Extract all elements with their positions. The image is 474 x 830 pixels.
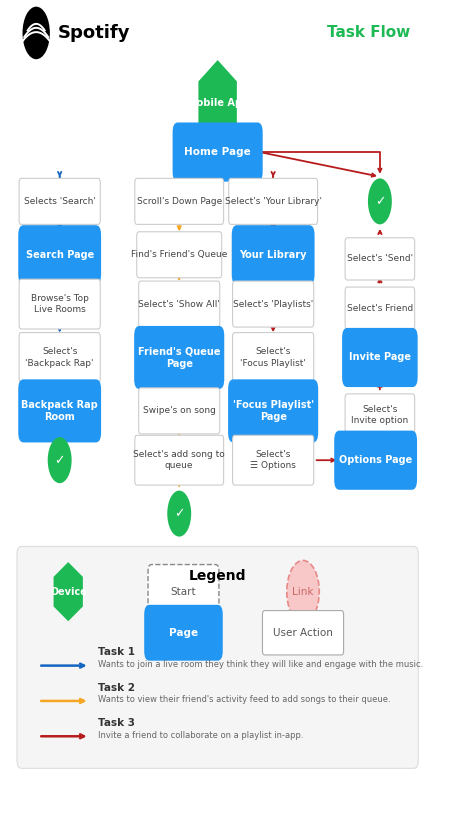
Text: Backpack Rap
Room: Backpack Rap Room [21, 400, 98, 422]
FancyBboxPatch shape [229, 178, 318, 224]
Text: Find's Friend's Queue: Find's Friend's Queue [131, 251, 228, 259]
FancyBboxPatch shape [233, 333, 314, 383]
Text: Select's 'Playlists': Select's 'Playlists' [233, 300, 313, 309]
Text: Device: Device [50, 587, 87, 597]
FancyBboxPatch shape [18, 379, 101, 442]
Circle shape [368, 178, 392, 224]
FancyBboxPatch shape [19, 279, 100, 329]
Text: Invite Page: Invite Page [349, 353, 411, 363]
Text: Select's
'Focus Playlist': Select's 'Focus Playlist' [240, 348, 306, 368]
FancyBboxPatch shape [18, 225, 101, 285]
Text: Select's 'Show All': Select's 'Show All' [138, 300, 220, 309]
FancyBboxPatch shape [334, 431, 417, 490]
Circle shape [48, 437, 72, 483]
Text: Select's 'Your Library': Select's 'Your Library' [225, 197, 322, 206]
Text: Selects 'Search': Selects 'Search' [24, 197, 96, 206]
FancyBboxPatch shape [134, 326, 224, 389]
Text: ✓: ✓ [174, 507, 184, 520]
FancyBboxPatch shape [345, 394, 415, 436]
FancyBboxPatch shape [148, 564, 219, 619]
FancyBboxPatch shape [139, 388, 220, 434]
Text: User Action: User Action [273, 627, 333, 637]
FancyBboxPatch shape [19, 333, 100, 383]
Text: 'Focus Playlist'
Page: 'Focus Playlist' Page [233, 400, 314, 422]
Text: Friend's Queue
Page: Friend's Queue Page [138, 346, 220, 369]
Text: Mobile App: Mobile App [187, 98, 249, 108]
Text: Legend: Legend [189, 569, 246, 583]
FancyBboxPatch shape [135, 435, 224, 485]
Polygon shape [199, 60, 237, 145]
Text: Wants to join a live room they think they will like and engage with the music.: Wants to join a live room they think the… [98, 660, 423, 669]
Text: Swipe's on song: Swipe's on song [143, 407, 216, 415]
FancyBboxPatch shape [233, 281, 314, 327]
Text: Task 3: Task 3 [98, 718, 135, 728]
Circle shape [287, 560, 319, 622]
Text: Select's
'Backpack Rap': Select's 'Backpack Rap' [26, 348, 94, 368]
FancyBboxPatch shape [263, 611, 344, 655]
FancyBboxPatch shape [342, 328, 418, 387]
FancyBboxPatch shape [135, 178, 224, 224]
Text: Wants to view their friend's activity feed to add songs to their queue.: Wants to view their friend's activity fe… [98, 696, 391, 704]
Text: ✓: ✓ [55, 454, 65, 466]
Text: Your Library: Your Library [239, 250, 307, 260]
FancyBboxPatch shape [345, 287, 415, 330]
Text: Task 1: Task 1 [98, 647, 135, 657]
Polygon shape [54, 562, 83, 621]
FancyBboxPatch shape [144, 605, 223, 661]
FancyBboxPatch shape [173, 123, 263, 182]
Text: Select's Friend: Select's Friend [347, 304, 413, 313]
Text: Spotify: Spotify [57, 24, 130, 42]
Text: Search Page: Search Page [26, 250, 94, 260]
Text: Link: Link [292, 587, 314, 597]
Text: Page: Page [169, 627, 198, 637]
Text: Task 2: Task 2 [98, 683, 135, 693]
FancyBboxPatch shape [233, 435, 314, 485]
Circle shape [23, 7, 50, 59]
FancyBboxPatch shape [232, 225, 315, 285]
FancyBboxPatch shape [17, 546, 419, 769]
FancyBboxPatch shape [139, 281, 220, 327]
Circle shape [167, 491, 191, 537]
Text: Task Flow: Task Flow [327, 26, 410, 41]
Text: Select's add song to
queue: Select's add song to queue [133, 450, 225, 471]
FancyBboxPatch shape [228, 379, 318, 442]
FancyBboxPatch shape [345, 237, 415, 280]
Text: Browse's Top
Live Rooms: Browse's Top Live Rooms [31, 294, 89, 314]
Text: Scroll's Down Page: Scroll's Down Page [137, 197, 222, 206]
Text: ✓: ✓ [374, 195, 385, 208]
Text: Select's
☰ Options: Select's ☰ Options [250, 450, 296, 471]
Text: Invite a friend to collaborate on a playlist in-app.: Invite a friend to collaborate on a play… [98, 730, 303, 740]
Text: Home Page: Home Page [184, 147, 251, 157]
FancyBboxPatch shape [19, 178, 100, 224]
Text: Select's 'Send': Select's 'Send' [347, 254, 413, 263]
Text: Options Page: Options Page [339, 455, 412, 465]
FancyBboxPatch shape [137, 232, 222, 278]
Text: Select's
Invite option: Select's Invite option [351, 405, 409, 425]
Text: Start: Start [171, 587, 196, 597]
